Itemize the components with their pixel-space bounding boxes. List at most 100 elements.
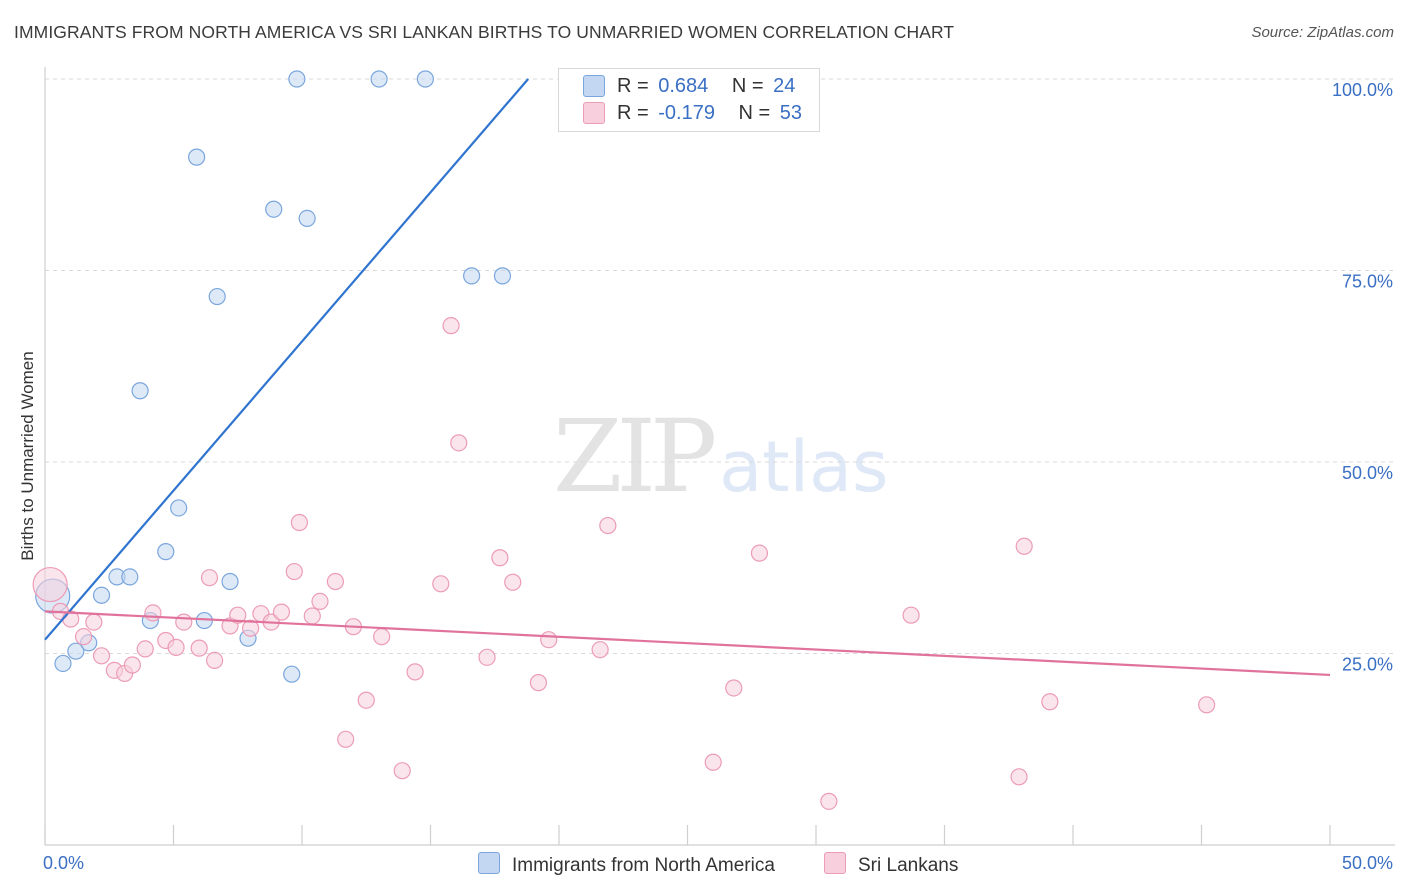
legend-blue-n-value: 24 bbox=[773, 74, 796, 97]
data-point-blue bbox=[157, 543, 175, 561]
bottom-legend-pink: Sri Lankans bbox=[824, 852, 958, 877]
data-point-blue bbox=[283, 665, 301, 683]
data-point-pink bbox=[373, 628, 391, 646]
bottom-legend-pink-label: Sri Lankans bbox=[858, 855, 959, 876]
data-point-pink bbox=[144, 604, 162, 622]
data-point-blue bbox=[54, 654, 72, 673]
axes bbox=[44, 67, 1395, 846]
x-tick-label: 50.0% bbox=[1342, 853, 1393, 873]
data-point-pink bbox=[123, 656, 141, 674]
watermark: ZIP atlas bbox=[553, 398, 888, 515]
data-point-pink bbox=[591, 641, 609, 659]
data-point-pink bbox=[1198, 696, 1216, 714]
data-point-pink bbox=[311, 592, 329, 611]
data-point-pink bbox=[290, 513, 309, 532]
chart-title: IMMIGRANTS FROM NORTH AMERICA VS SRI LAN… bbox=[14, 22, 955, 42]
data-point-pink bbox=[1041, 693, 1059, 711]
trend-line-pink bbox=[44, 610, 1331, 677]
data-point-blue bbox=[463, 267, 481, 285]
data-point-pink bbox=[704, 753, 722, 771]
source-credit: Source: ZipAtlas.com bbox=[1251, 24, 1394, 41]
x-tick-label: 0.0% bbox=[43, 853, 84, 873]
legend-swatch-blue bbox=[583, 75, 605, 97]
data-point-pink bbox=[1010, 768, 1028, 786]
legend-pink-n-label: N = bbox=[738, 101, 771, 124]
data-point-blue bbox=[493, 267, 512, 285]
data-point-pink bbox=[540, 631, 558, 649]
data-point-blue bbox=[170, 499, 188, 517]
data-point-blue bbox=[416, 70, 434, 88]
data-point-pink bbox=[190, 639, 208, 657]
data-point-blue bbox=[92, 586, 111, 604]
data-point-blue bbox=[131, 382, 149, 400]
data-point-blue bbox=[370, 70, 388, 88]
data-point-blue bbox=[208, 287, 226, 306]
legend-pink-r-value: -0.179 bbox=[658, 101, 715, 124]
data-point-pink bbox=[32, 566, 68, 603]
data-point-pink bbox=[442, 317, 460, 335]
data-point-blue bbox=[288, 70, 306, 88]
data-point-pink bbox=[432, 575, 450, 593]
data-point-pink bbox=[599, 516, 617, 535]
y-tick-label: 75.0% bbox=[1342, 272, 1393, 292]
legend-pink-r-label: R = bbox=[617, 101, 649, 124]
trend-line-blue bbox=[44, 78, 529, 641]
data-point-pink bbox=[504, 573, 522, 591]
data-point-pink bbox=[491, 549, 509, 567]
data-point-pink bbox=[74, 628, 93, 646]
data-point-pink bbox=[285, 562, 303, 581]
data-point-pink bbox=[902, 606, 920, 624]
data-point-pink bbox=[92, 647, 111, 665]
data-point-pink bbox=[167, 638, 185, 656]
data-point-pink bbox=[357, 691, 375, 709]
data-point-pink bbox=[337, 730, 355, 748]
bottom-legend-blue: Immigrants from North America bbox=[478, 852, 775, 877]
data-point-pink bbox=[206, 651, 224, 669]
data-point-pink bbox=[820, 792, 838, 810]
y-tick-label: 100.0% bbox=[1332, 80, 1393, 100]
legend-pink-n-value: 53 bbox=[779, 101, 803, 124]
data-point-pink bbox=[529, 674, 548, 692]
tick-labels: 25.0% 50.0% 75.0% 100.0% 0.0% 50.0% bbox=[43, 80, 1393, 873]
data-point-blue bbox=[298, 209, 316, 228]
data-point-pink bbox=[303, 607, 321, 625]
y-tick-label: 50.0% bbox=[1342, 463, 1393, 483]
data-point-pink bbox=[750, 544, 769, 562]
series-pink-points bbox=[32, 317, 1216, 810]
stats-legend: R = 0.684 N = 24 R = -0.179 N = 53 bbox=[558, 68, 820, 132]
bottom-legend-swatch-blue bbox=[478, 852, 500, 874]
data-point-pink bbox=[450, 434, 468, 452]
data-point-blue bbox=[67, 642, 85, 660]
data-point-pink bbox=[175, 613, 193, 631]
data-point-blue bbox=[265, 200, 283, 218]
series-blue-points bbox=[35, 70, 512, 683]
data-point-pink bbox=[229, 606, 247, 624]
data-point-blue bbox=[221, 572, 239, 591]
data-point-pink bbox=[326, 572, 345, 591]
legend-blue-n-label: N = bbox=[731, 74, 764, 97]
data-point-pink bbox=[200, 569, 219, 587]
legend-blue-r-value: 0.684 bbox=[658, 74, 709, 97]
data-point-pink bbox=[242, 619, 260, 637]
legend-blue-r-label: R = bbox=[617, 74, 649, 97]
legend-swatch-pink bbox=[583, 102, 605, 124]
data-point-pink bbox=[272, 603, 291, 621]
bottom-legend-swatch-pink bbox=[824, 852, 846, 874]
data-point-pink bbox=[1015, 537, 1033, 555]
data-point-pink bbox=[478, 648, 496, 666]
bottom-legend-blue-label: Immigrants from North America bbox=[512, 855, 775, 876]
data-point-pink bbox=[406, 663, 424, 681]
trend-lines bbox=[44, 78, 1331, 677]
watermark-atlas: atlas bbox=[719, 426, 889, 508]
data-point-pink bbox=[725, 679, 743, 697]
data-point-pink bbox=[85, 613, 103, 631]
data-point-blue bbox=[121, 568, 139, 586]
watermark-zip: ZIP bbox=[553, 398, 717, 515]
y-axis-label: Births to Unmarried Women bbox=[18, 351, 37, 561]
y-tick-label: 25.0% bbox=[1342, 655, 1393, 675]
data-point-pink bbox=[136, 640, 154, 658]
data-point-pink bbox=[393, 762, 411, 780]
gridlines bbox=[45, 78, 1395, 654]
data-point-blue bbox=[188, 148, 206, 166]
